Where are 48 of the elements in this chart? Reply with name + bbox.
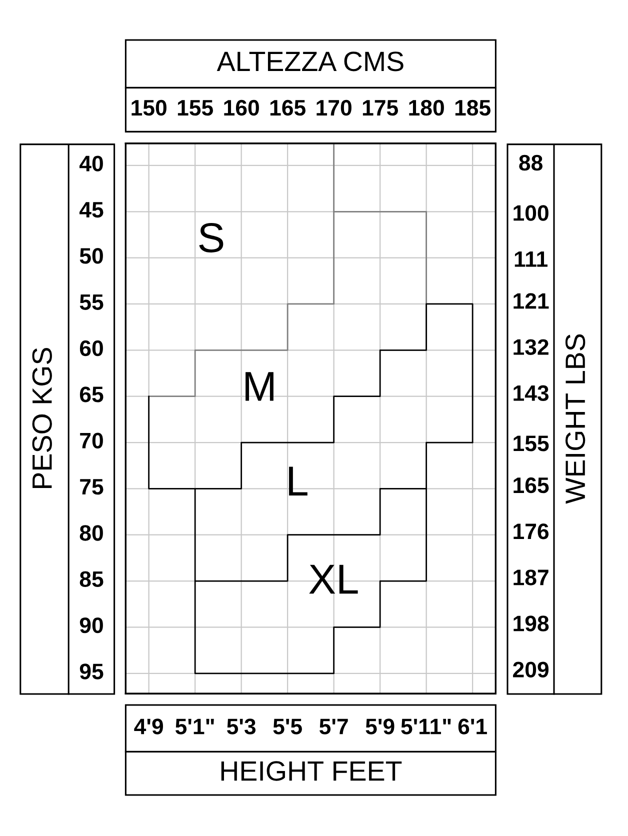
y2-tick-label: 209	[513, 662, 549, 678]
y-tick-label: 45	[79, 202, 104, 218]
y2-tick-label: 176	[514, 524, 549, 540]
x2-tick-label: 160	[224, 100, 259, 116]
annotation: S	[199, 222, 224, 252]
y-tick-label: 40	[79, 156, 103, 172]
y-tick-label: 65	[80, 386, 104, 402]
x-tick-label: 5'5	[273, 718, 302, 734]
y-tick-label: 60	[80, 340, 103, 356]
x2-axis-title: ALTEZZA CMS	[216, 52, 404, 72]
y2-axis-title: WEIGHT LBS	[565, 334, 586, 504]
x-tick-label: 4'9	[134, 718, 164, 734]
y-tick-label: 90	[80, 617, 103, 634]
y2-tick-label: 111	[514, 251, 548, 267]
annotation: L	[289, 466, 308, 496]
y-tick-label: 75	[80, 479, 104, 495]
y-tick-label: 95	[80, 664, 104, 680]
x-tick-label: 5'9	[366, 718, 394, 734]
y-axis-title: PESO KGS	[32, 348, 52, 488]
y-tick-label: 50	[80, 248, 103, 264]
y2-tick-label: 198	[514, 616, 549, 632]
y2-tick-label: 88	[519, 154, 542, 171]
x2-tick-label: 180	[409, 100, 444, 116]
y2-tick-label: 155	[514, 436, 549, 452]
x-tick-label: 5'1"	[175, 718, 214, 734]
annotation: M	[246, 372, 274, 401]
x-axis-title: HEIGHT FEET	[221, 761, 402, 781]
y-tick-label: 70	[80, 432, 103, 448]
y-tick-label: 85	[80, 571, 104, 587]
y-tick-label: 55	[80, 294, 104, 310]
y2-tick-label: 187	[514, 570, 548, 586]
y2-tick-label: 132	[514, 339, 548, 355]
x-tick-label: 5'7	[320, 718, 348, 734]
y2-tick-label: 165	[514, 477, 549, 494]
y-tick-label: 80	[80, 525, 103, 541]
x2-tick-label: 155	[178, 100, 213, 116]
x2-tick-label: 165	[270, 100, 306, 116]
x-tick-label: 5'3	[227, 718, 256, 734]
x-tick-label: 5'11"	[401, 718, 451, 734]
x2-tick-label: 170	[316, 100, 352, 116]
y2-tick-label: 143	[514, 385, 549, 402]
y2-tick-label: 100	[514, 205, 548, 221]
x2-tick-label: 185	[455, 100, 490, 116]
y2-tick-label: 121	[514, 293, 549, 309]
x2-tick-label: 175	[362, 100, 398, 116]
annotation: XL	[309, 564, 358, 594]
x2-tick-label: 150	[132, 100, 166, 116]
x-tick-label: 6'1	[458, 718, 487, 734]
